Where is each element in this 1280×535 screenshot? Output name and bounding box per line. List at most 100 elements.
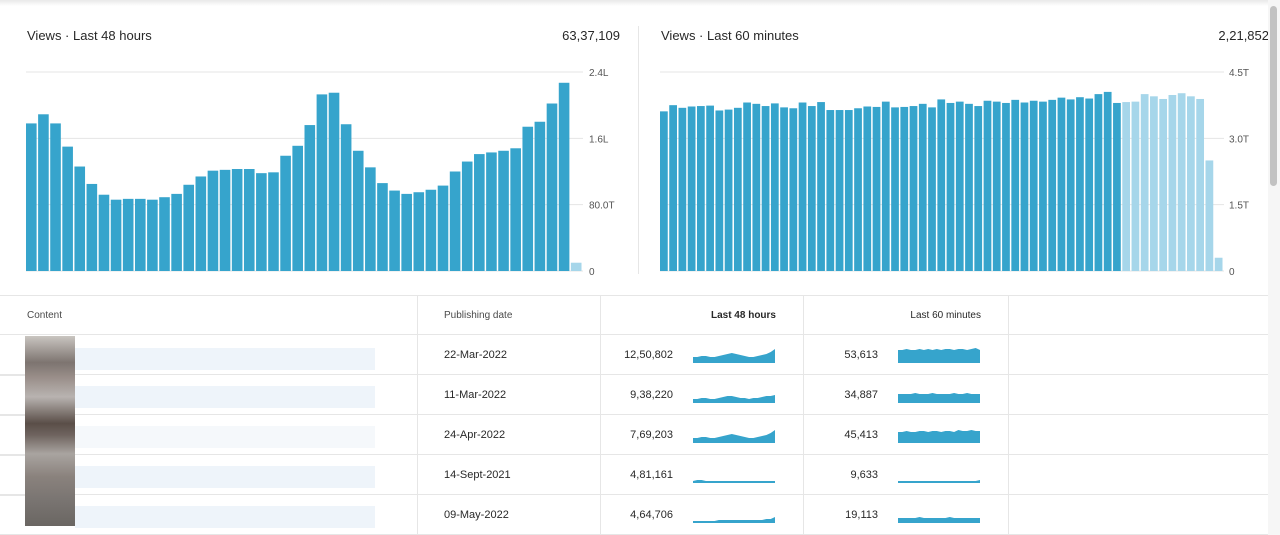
chart-bar[interactable] [965,103,973,271]
chart-bar[interactable] [696,106,705,271]
chart-bar[interactable] [687,106,696,271]
chart-bar[interactable] [669,105,677,272]
chart-bar[interactable] [292,145,303,271]
chart-bar[interactable] [26,123,37,272]
chart-bar[interactable] [798,102,807,271]
chart-bar[interactable] [534,121,546,271]
chart-bar[interactable] [50,123,61,272]
chart-bar[interactable] [724,109,733,271]
chart-bar[interactable] [660,111,668,271]
chart-bar[interactable] [1113,102,1121,271]
chart-bar[interactable] [733,107,742,271]
chart-bar[interactable] [752,103,761,271]
chart-bar[interactable] [280,155,291,271]
chart-bar[interactable] [1076,97,1084,271]
chart-bar[interactable] [983,100,992,271]
chart-bar[interactable] [171,193,182,271]
chart-bar[interactable] [437,185,449,271]
chart-bar[interactable] [1214,257,1223,271]
chart-bar[interactable] [881,101,890,271]
chart-bar[interactable] [1122,102,1131,272]
chart-bar[interactable] [122,198,134,271]
chart-bar[interactable] [909,106,918,271]
chart-bar[interactable] [946,102,955,271]
chart-bar[interactable] [413,192,425,271]
chart-bar[interactable] [195,176,207,271]
chart-bar[interactable] [1048,99,1057,271]
chart-bar[interactable] [817,102,825,272]
chart-bar[interactable] [1011,99,1020,271]
chart-bar[interactable] [98,194,110,271]
chart-bar[interactable] [835,110,844,271]
chart-bar[interactable] [678,107,687,271]
chart-bar[interactable] [770,103,779,271]
chart-bar[interactable] [789,108,798,271]
chart-bar[interactable] [570,262,582,271]
chart-bar[interactable] [207,170,219,271]
chart-bar[interactable] [183,184,195,271]
chart-bar[interactable] [231,169,243,271]
chart-bar[interactable] [1150,96,1158,271]
chart-bar[interactable] [872,106,881,272]
chart-bar[interactable] [159,197,170,271]
chart-bar[interactable] [937,99,946,271]
chart-bar[interactable] [558,82,570,271]
chart-bar[interactable] [1187,96,1195,271]
chart-bar[interactable] [743,102,751,271]
chart-bar[interactable] [461,161,473,271]
chart-bar[interactable] [268,172,279,271]
chart-bar[interactable] [134,198,146,271]
chart-bar[interactable] [706,105,714,271]
chart-bar[interactable] [1131,101,1140,271]
chart-bar[interactable] [522,126,534,271]
chart-bar[interactable] [401,193,412,271]
chart-bar[interactable] [147,199,158,271]
chart-bar[interactable] [365,167,376,271]
chart-bar[interactable] [891,107,899,271]
chart-bar[interactable] [316,94,328,271]
chart-bar[interactable] [377,183,388,271]
chart-bar[interactable] [243,169,255,271]
chart-bar[interactable] [304,125,316,271]
header-content[interactable]: Content [0,296,418,335]
chart-bar[interactable] [1085,98,1094,272]
chart-bar[interactable] [715,110,724,272]
chart-bar[interactable] [1039,101,1047,271]
chart-bar[interactable] [340,124,352,271]
chart-bar[interactable] [38,114,49,271]
header-last-48-hours[interactable]: Last 48 hours [600,296,804,335]
chart-bar[interactable] [780,107,788,271]
chart-bar[interactable] [928,107,936,271]
chart-bar[interactable] [844,110,853,271]
chart-bar[interactable] [854,108,862,271]
chart-bar[interactable] [1159,98,1168,271]
chart-bar[interactable] [389,190,400,271]
chart-bar[interactable] [425,189,437,271]
chart-bar[interactable] [328,92,340,272]
chart-bar[interactable] [352,150,364,271]
chart-bar[interactable] [1020,102,1029,271]
chart-bar[interactable] [955,101,964,271]
page-scrollbar[interactable] [1268,0,1280,535]
chart-bar[interactable] [486,152,497,271]
chart-bar[interactable] [510,148,521,271]
chart-bar[interactable] [918,103,927,271]
chart-bar[interactable] [498,150,509,271]
chart-bar[interactable] [62,146,73,271]
chart-bar[interactable] [1029,100,1038,271]
chart-bar[interactable] [110,199,122,271]
chart-bar[interactable] [546,103,558,271]
chart-bar[interactable] [1196,98,1205,271]
chart-bar[interactable] [219,169,231,271]
chart-bar[interactable] [449,171,461,272]
header-publishing-date[interactable]: Publishing date [417,296,601,335]
chart-bar[interactable] [974,106,983,271]
chart-bar[interactable] [86,183,98,271]
chart-bar[interactable] [1057,97,1066,271]
chart-bar[interactable] [1103,91,1112,272]
chart-bar[interactable] [1066,99,1075,271]
chart-bar[interactable] [807,106,816,271]
chart-bar[interactable] [74,166,86,271]
chart-bar[interactable] [1177,93,1186,271]
chart-bar[interactable] [1140,94,1149,271]
